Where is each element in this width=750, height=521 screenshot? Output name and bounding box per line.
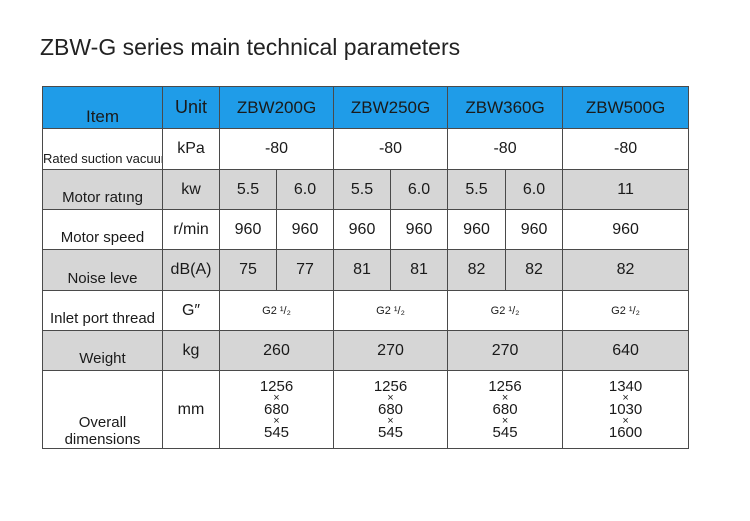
- dim-width: 1030: [608, 400, 643, 418]
- cell-value: -80: [447, 128, 564, 170]
- dim-height: 1600: [608, 423, 643, 441]
- dim-width: 680: [378, 400, 404, 418]
- times-sign: ×: [387, 414, 394, 427]
- times-sign: ×: [501, 391, 509, 404]
- cell-value: 75: [219, 249, 277, 291]
- row-inlet-port-thread: Inlet port thread G″ G2 ¹/₂ G2 ¹/₂ G2 ¹/…: [42, 290, 690, 331]
- cell-value: -80: [333, 128, 449, 170]
- dim-length: 1256: [488, 377, 522, 395]
- cell-value: 960: [219, 209, 277, 250]
- times-sign: ×: [501, 414, 509, 427]
- row-label: Weight: [42, 330, 163, 371]
- cell-value: -80: [218, 128, 335, 170]
- dim-height: 545: [263, 423, 290, 441]
- cell-value: 5.5: [333, 169, 392, 210]
- cell-value: 270: [447, 330, 564, 371]
- row-unit: mm: [162, 370, 220, 449]
- row-unit: kPa: [162, 128, 220, 170]
- row-motor-speed: Motor speed r/min 960 960 960 960 960 96…: [42, 209, 690, 250]
- row-motor-rating: Motor ratıng kw 5.5 6.0 5.5 6.0 5.5 6.0 …: [42, 169, 690, 210]
- cell-value: 640: [562, 330, 690, 371]
- cell-value: 6.0: [275, 169, 335, 210]
- cell-value: 260: [218, 330, 335, 371]
- cell-value: 5.5: [219, 169, 277, 210]
- row-label: Rated suction vacuum: [42, 128, 163, 170]
- cell-value: 6.0: [390, 169, 449, 210]
- cell-value: -80: [562, 128, 690, 170]
- row-label: Overall dimensions: [42, 370, 163, 449]
- cell-dimensions: 1256 × 680 × 545: [333, 370, 449, 449]
- cell-value: 960: [390, 209, 449, 250]
- cell-value: 960: [275, 209, 335, 250]
- cell-value: G2 ¹/₂: [333, 290, 449, 331]
- cell-value: G2 ¹/₂: [218, 290, 335, 331]
- row-label: Inlet port thread: [42, 290, 163, 331]
- parameters-table: Item Unit ZBW200G ZBW250G ZBW360G ZBW500…: [42, 86, 690, 449]
- header-item: Item: [42, 86, 163, 129]
- cell-value: G2 ¹/₂: [562, 290, 690, 331]
- cell-value: 82: [447, 249, 507, 291]
- row-unit: kw: [162, 169, 220, 210]
- header-model: ZBW500G: [562, 86, 690, 129]
- row-noise-level: Noise leve dB(A) 75 77 81 81 82 82 82: [42, 249, 690, 291]
- cell-value: 82: [562, 249, 690, 291]
- header-model: ZBW360G: [447, 86, 564, 129]
- row-label: Motor speed: [42, 209, 163, 250]
- cell-dimensions: 1256 × 680 × 545: [447, 370, 564, 449]
- dim-width: 680: [263, 400, 290, 418]
- row-weight: Weight kg 260 270 270 640: [42, 330, 690, 371]
- row-unit: G″: [162, 290, 220, 331]
- times-sign: ×: [273, 391, 280, 404]
- row-label: Motor ratıng: [42, 169, 163, 210]
- dim-height: 545: [378, 423, 404, 441]
- cell-value: 81: [390, 249, 449, 291]
- dim-length: 1256: [373, 377, 408, 395]
- cell-value: 270: [333, 330, 449, 371]
- cell-value: 5.5: [447, 169, 507, 210]
- page-title: ZBW-G series main technical parameters: [40, 34, 461, 60]
- dimensions-label: Overall dimensions: [64, 414, 141, 448]
- cell-value: 11: [562, 169, 690, 210]
- row-unit: r/min: [162, 209, 220, 250]
- row-unit: kg: [162, 330, 220, 371]
- row-unit: dB(A): [162, 249, 220, 291]
- times-sign: ×: [387, 391, 394, 404]
- cell-value: G2 ¹/₂: [447, 290, 564, 331]
- cell-value: 81: [333, 249, 392, 291]
- row-rated-suction-vacuum: Rated suction vacuum kPa -80 -80 -80 -80: [42, 128, 690, 170]
- header-unit: Unit: [162, 86, 220, 129]
- cell-dimensions: 1340 × 1030 × 1600: [562, 370, 690, 449]
- cell-value: 6.0: [505, 169, 564, 210]
- times-sign: ×: [622, 391, 629, 404]
- dim-length: 1256: [259, 377, 294, 395]
- cell-dimensions: 1256 × 680 × 545: [218, 370, 335, 449]
- times-sign: ×: [273, 414, 280, 427]
- dim-height: 545: [492, 423, 518, 441]
- cell-value: 960: [505, 209, 564, 250]
- cell-value: 960: [447, 209, 507, 250]
- header-row: Item Unit ZBW200G ZBW250G ZBW360G ZBW500…: [42, 86, 690, 129]
- dim-length: 1340: [608, 377, 643, 395]
- row-overall-dimensions: Overall dimensions mm 1256 × 680 × 545 1…: [42, 370, 690, 449]
- cell-value: 77: [275, 249, 335, 291]
- dim-width: 680: [492, 400, 518, 418]
- cell-value: 960: [562, 209, 690, 250]
- header-model: ZBW250G: [333, 86, 449, 129]
- header-model: ZBW200G: [218, 86, 335, 129]
- cell-value: 82: [505, 249, 564, 291]
- times-sign: ×: [622, 414, 629, 427]
- cell-value: 960: [333, 209, 392, 250]
- row-label: Noise leve: [42, 249, 163, 291]
